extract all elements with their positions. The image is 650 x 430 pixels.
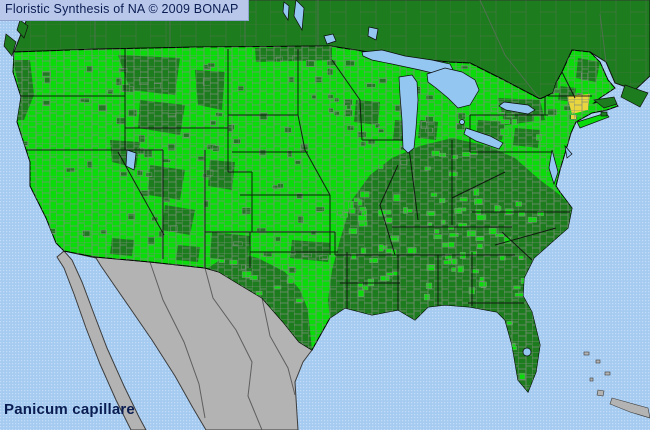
delaware-bay: [564, 144, 573, 159]
lake-winnipeg: [293, 0, 305, 32]
lake-erie: [463, 127, 504, 150]
lake-of-the-woods: [323, 33, 337, 45]
canada-province-borders: [94, 0, 607, 100]
gulf-islands: [16, 19, 29, 39]
species-name-label: Panicum capillare: [4, 401, 135, 418]
lake-okeechobee: [522, 347, 532, 357]
mexico-state-borders: [149, 261, 296, 430]
lake-st-clair: [459, 119, 465, 125]
caribbean-islands: [583, 351, 650, 419]
cape-cod: [593, 96, 618, 109]
andros-island: [596, 389, 605, 397]
state-borders: [16, 49, 592, 312]
lake-manitoba: [282, 1, 290, 22]
lakes-group: [125, 0, 573, 357]
map-credit-bar: Floristic Synthesis of NA © 2009 BONAP: [0, 0, 249, 21]
baja-peninsula: [56, 250, 147, 430]
coastal-features: [3, 19, 649, 129]
long-island: [576, 112, 610, 129]
lake-michigan: [398, 74, 419, 154]
bahamas-island: [604, 371, 611, 376]
vancouver-island: [3, 33, 17, 57]
great-salt-lake: [125, 149, 137, 171]
bahamas-island: [583, 351, 590, 356]
bahamas-island: [595, 359, 601, 364]
map-credit-text: Floristic Synthesis of NA © 2009 BONAP: [5, 2, 239, 16]
lake-nipigon: [367, 26, 379, 41]
lake-ontario: [498, 101, 536, 115]
cuba: [609, 397, 650, 419]
long-island-east-tip: [600, 111, 608, 117]
nova-scotia: [620, 84, 649, 108]
bahamas-island: [589, 377, 594, 382]
chesapeake-bay: [548, 149, 559, 186]
lake-huron: [426, 67, 480, 109]
